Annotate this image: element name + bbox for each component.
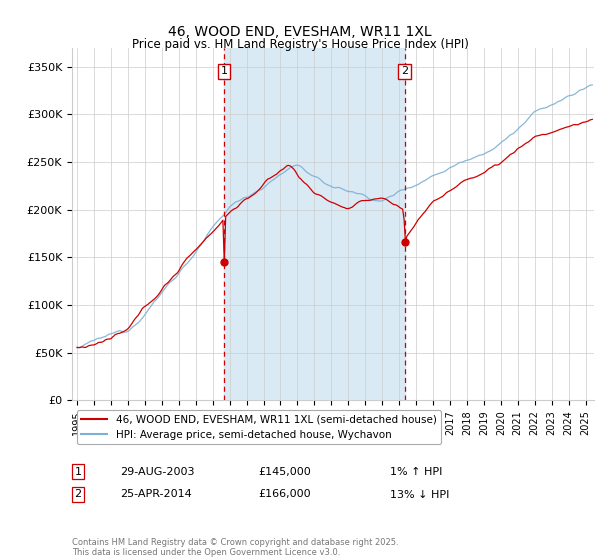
Text: 46, WOOD END, EVESHAM, WR11 1XL: 46, WOOD END, EVESHAM, WR11 1XL [168,25,432,39]
Text: 13% ↓ HPI: 13% ↓ HPI [390,489,449,500]
Text: £145,000: £145,000 [258,466,311,477]
Text: 29-AUG-2003: 29-AUG-2003 [120,466,194,477]
Text: 2: 2 [74,489,82,500]
Text: 1% ↑ HPI: 1% ↑ HPI [390,466,442,477]
Text: 25-APR-2014: 25-APR-2014 [120,489,192,500]
Bar [224,48,404,400]
Legend: 46, WOOD END, EVESHAM, WR11 1XL (semi-detached house), HPI: Average price, semi-: 46, WOOD END, EVESHAM, WR11 1XL (semi-de… [77,410,441,444]
Text: 1: 1 [220,67,227,76]
Text: Price paid vs. HM Land Registry's House Price Index (HPI): Price paid vs. HM Land Registry's House … [131,38,469,51]
Text: Contains HM Land Registry data © Crown copyright and database right 2025.
This d: Contains HM Land Registry data © Crown c… [72,538,398,557]
Text: £166,000: £166,000 [258,489,311,500]
Text: 1: 1 [74,466,82,477]
Text: 2: 2 [401,67,408,76]
